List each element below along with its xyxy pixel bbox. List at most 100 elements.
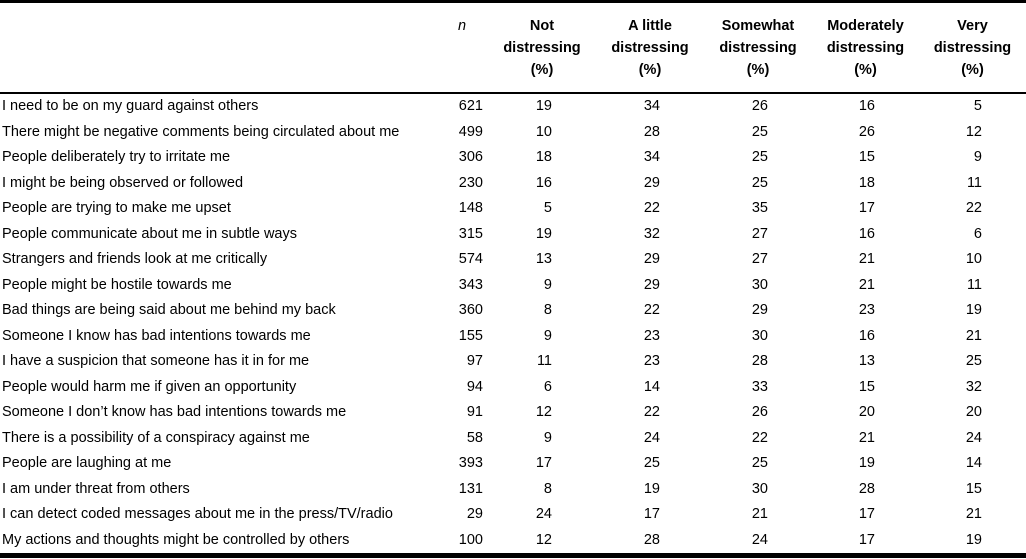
n-value: 343 (458, 276, 483, 293)
very-distressing-value: 32 (965, 378, 982, 395)
not-distressing-value: 19 (535, 98, 552, 114)
very-distressing-value: 14 (965, 455, 982, 471)
somewhat-distressing-value: 24 (751, 531, 768, 548)
a-little-distressing-value: 23 (643, 353, 660, 369)
col-header-item (0, 1, 446, 94)
somewhat-distressing-value: 25 (751, 149, 768, 165)
not-distressing-value: 18 (535, 149, 552, 165)
n-value: 315 (458, 225, 483, 242)
moderately-distressing-value: 21 (858, 276, 875, 293)
moderately-distressing-value: 17 (858, 200, 875, 216)
n-value: 91 (466, 404, 483, 420)
somewhat-distressing-value: 25 (751, 174, 768, 191)
col-header-very-distressing: Very distressing (%) (919, 1, 1026, 94)
not-distressing-value: 12 (535, 404, 552, 420)
table-row: People would harm me if given an opportu… (0, 375, 1026, 401)
table-row: Someone I know has bad intentions toward… (0, 324, 1026, 350)
col-header-n: n (446, 1, 488, 94)
somewhat-distressing-value: 29 (751, 302, 768, 318)
moderately-distressing-value: 23 (858, 302, 875, 318)
item-label: Strangers and friends look at me critica… (2, 251, 268, 267)
not-distressing-value: 9 (543, 276, 552, 293)
somewhat-distressing-value: 25 (751, 455, 768, 471)
not-distressing-value: 10 (535, 123, 552, 140)
table-row: I might be being observed or followed 230… (0, 171, 1026, 197)
moderately-distressing-value: 21 (858, 251, 875, 267)
somewhat-distressing-value: 22 (751, 429, 768, 446)
item-label: I need to be on my guard against others (2, 98, 259, 114)
table-row: People might be hostile towards me 343 9 29… (0, 273, 1026, 299)
a-little-distressing-value: 22 (643, 302, 660, 318)
very-distressing-value: 12 (965, 123, 982, 140)
moderately-distressing-value: 16 (858, 327, 875, 344)
item-label: People are trying to make me upset (2, 200, 231, 216)
n-value: 360 (458, 302, 483, 318)
moderately-distressing-value: 19 (858, 455, 875, 471)
very-distressing-value: 20 (965, 404, 982, 420)
a-little-distressing-value: 22 (643, 404, 660, 420)
a-little-distressing-value: 29 (643, 276, 660, 293)
n-value: 499 (458, 123, 483, 140)
item-label: There is a possibility of a conspiracy a… (2, 429, 310, 446)
very-distressing-value: 24 (965, 429, 982, 446)
table-row: I need to be on my guard against others 6… (0, 93, 1026, 120)
not-distressing-value: 5 (543, 200, 552, 216)
item-label: People would harm me if given an opportu… (2, 378, 297, 395)
very-distressing-value: 21 (965, 327, 982, 344)
very-distressing-value: 19 (965, 302, 982, 318)
n-value: 94 (466, 378, 483, 395)
a-little-distressing-value: 19 (643, 480, 660, 497)
somewhat-distressing-value: 27 (751, 225, 768, 242)
item-label: People deliberately try to irritate me (2, 149, 231, 165)
table-row: People communicate about me in subtle wa… (0, 222, 1026, 248)
moderately-distressing-value: 20 (858, 404, 875, 420)
col-header-moderately-distressing: Moderately distressing (%) (812, 1, 919, 94)
n-value: 393 (458, 455, 483, 471)
item-label: I am under threat from others (2, 480, 190, 497)
very-distressing-value: 21 (965, 506, 982, 522)
n-value: 306 (458, 149, 483, 165)
a-little-distressing-value: 32 (643, 225, 660, 242)
n-value: 155 (458, 327, 483, 344)
very-distressing-value: 22 (965, 200, 982, 216)
moderately-distressing-value: 18 (858, 174, 875, 191)
somewhat-distressing-value: 27 (751, 251, 768, 267)
n-value: 100 (458, 531, 483, 548)
item-label: There might be negative comments being c… (2, 123, 400, 140)
moderately-distressing-value: 17 (858, 506, 875, 522)
not-distressing-value: 24 (535, 506, 552, 522)
very-distressing-value: 11 (966, 276, 982, 293)
a-little-distressing-value: 28 (643, 123, 660, 140)
moderately-distressing-value: 15 (858, 378, 875, 395)
somewhat-distressing-value: 35 (751, 200, 768, 216)
moderately-distressing-value: 26 (858, 123, 875, 140)
not-distressing-value: 11 (536, 353, 552, 369)
somewhat-distressing-value: 25 (751, 123, 768, 140)
not-distressing-value: 8 (543, 480, 552, 497)
a-little-distressing-value: 28 (643, 531, 660, 548)
table-row: Strangers and friends look at me critica… (0, 247, 1026, 273)
col-header-a-little-distressing: A little distressing (%) (596, 1, 704, 94)
very-distressing-value: 6 (973, 225, 982, 242)
very-distressing-value: 11 (966, 174, 982, 191)
a-little-distressing-value: 34 (643, 149, 660, 165)
n-value: 29 (466, 506, 483, 522)
not-distressing-value: 9 (543, 327, 552, 344)
somewhat-distressing-value: 21 (751, 506, 768, 522)
moderately-distressing-value: 16 (858, 225, 875, 242)
not-distressing-value: 17 (535, 455, 552, 471)
table-row: People are trying to make me upset 148 5 22… (0, 196, 1026, 222)
item-label: Bad things are being said about me behin… (2, 302, 336, 318)
col-header-not-distressing: Not distressing (%) (488, 1, 596, 94)
moderately-distressing-value: 13 (858, 353, 875, 369)
somewhat-distressing-value: 26 (751, 98, 768, 114)
table-row: I am under threat from others 131 8 19 30 28 1… (0, 477, 1026, 503)
not-distressing-value: 16 (535, 174, 552, 191)
table-row: I can detect coded messages about me in … (0, 502, 1026, 528)
table-body: I need to be on my guard against others 6… (0, 93, 1026, 556)
item-label: I can detect coded messages about me in … (2, 506, 393, 522)
somewhat-distressing-value: 30 (751, 327, 768, 344)
table-row: Bad things are being said about me behin… (0, 298, 1026, 324)
very-distressing-value: 5 (973, 98, 982, 114)
